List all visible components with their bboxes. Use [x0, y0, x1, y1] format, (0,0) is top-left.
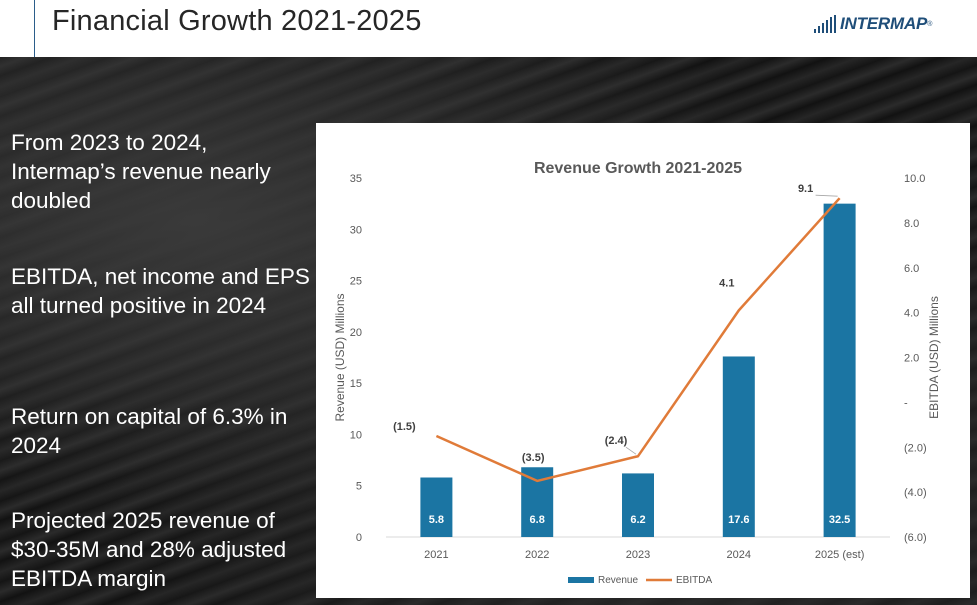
- legend-revenue-label: Revenue: [598, 575, 638, 586]
- ebitda-data-label: (2.4): [605, 435, 628, 447]
- revenue-data-label: 6.2: [630, 514, 645, 526]
- x-tick-label: 2023: [626, 549, 650, 561]
- ebitda-line: [435, 197, 841, 483]
- x-tick-label: 2024: [727, 549, 751, 561]
- bullet-projected-2025: Projected 2025 revenue of $30-35M and 28…: [11, 508, 287, 591]
- logo-text: INTERMAP: [840, 14, 928, 33]
- revenue-data-label: 17.6: [728, 514, 749, 526]
- revenue-bar: [622, 473, 654, 537]
- ebitda-leader-line: [815, 194, 838, 197]
- x-tick-label: 2021: [424, 549, 448, 561]
- y2-tick-label: (4.0): [904, 487, 927, 499]
- ebitda-data-label: (1.5): [393, 421, 416, 433]
- page-title: Financial Growth 2021-2025: [52, 5, 422, 37]
- revenue-ebitda-chart: Revenue Growth 2021-2025 0 5 10 15 20 25 30 35 (6…: [333, 160, 941, 586]
- y-tick-label: 5: [356, 481, 362, 493]
- legend-ebitda-label: EBITDA: [676, 575, 712, 586]
- ebitda-data-label: 4.1: [719, 277, 734, 289]
- y2-tick-label: (2.0): [904, 442, 927, 454]
- y2-tick-label: -: [904, 397, 908, 409]
- revenue-data-label: 5.8: [429, 514, 444, 526]
- ebitda-data-label: 9.1: [798, 183, 813, 195]
- bullet-return-on-capital: Return on capital of 6.3% in 2024: [11, 404, 288, 458]
- chart-panel: Revenue Growth 2021-2025 0 5 10 15 20 25 30 35 (6…: [316, 123, 970, 598]
- ebitda-leader-line: [625, 446, 637, 455]
- y-axis-title: Revenue (USD) Millions: [333, 293, 347, 421]
- y2-tick-label: 10.0: [904, 173, 925, 185]
- y-tick-label: 35: [350, 173, 362, 185]
- y-tick-label: 10: [350, 429, 362, 441]
- revenue-bar: [823, 203, 856, 537]
- logo-mark-icon: [814, 15, 836, 33]
- header-divider: [34, 0, 35, 57]
- logo-registered-mark: ®: [927, 20, 933, 28]
- y2-tick-label: (6.0): [904, 532, 927, 544]
- legend-revenue-swatch: [568, 577, 594, 583]
- y2-tick-label: 4.0: [904, 308, 919, 320]
- chart-title: Revenue Growth 2021-2025: [534, 160, 742, 177]
- y2-tick-label: 2.0: [904, 353, 919, 365]
- bullet-revenue-doubled: From 2023 to 2024, Intermap’s revenue ne…: [11, 130, 271, 213]
- y2-axis-title: EBITDA (USD) Millions: [927, 296, 941, 419]
- revenue-data-label: 6.8: [530, 514, 545, 526]
- intermap-logo: INTERMAP ®: [814, 13, 932, 35]
- bullet-ebitda-positive: EBITDA, net income and EPS all turned po…: [11, 264, 310, 318]
- revenue-data-label: 32.5: [829, 514, 850, 526]
- x-tick-label: 2025 (est): [815, 549, 865, 561]
- y-tick-label: 15: [350, 378, 362, 390]
- y-tick-label: 0: [356, 532, 362, 544]
- slide-header: Financial Growth 2021-2025 INTERMAP ®: [0, 0, 977, 57]
- revenue-bar: [420, 477, 453, 537]
- y-tick-label: 30: [350, 224, 362, 236]
- y2-tick-label: 8.0: [904, 218, 919, 230]
- y-tick-label: 20: [350, 327, 362, 339]
- x-tick-label: 2022: [525, 549, 549, 561]
- ebitda-data-label: (3.5): [522, 452, 545, 464]
- y2-tick-label: 6.0: [904, 263, 919, 275]
- y-tick-label: 25: [350, 276, 362, 288]
- revenue-bar: [722, 356, 755, 537]
